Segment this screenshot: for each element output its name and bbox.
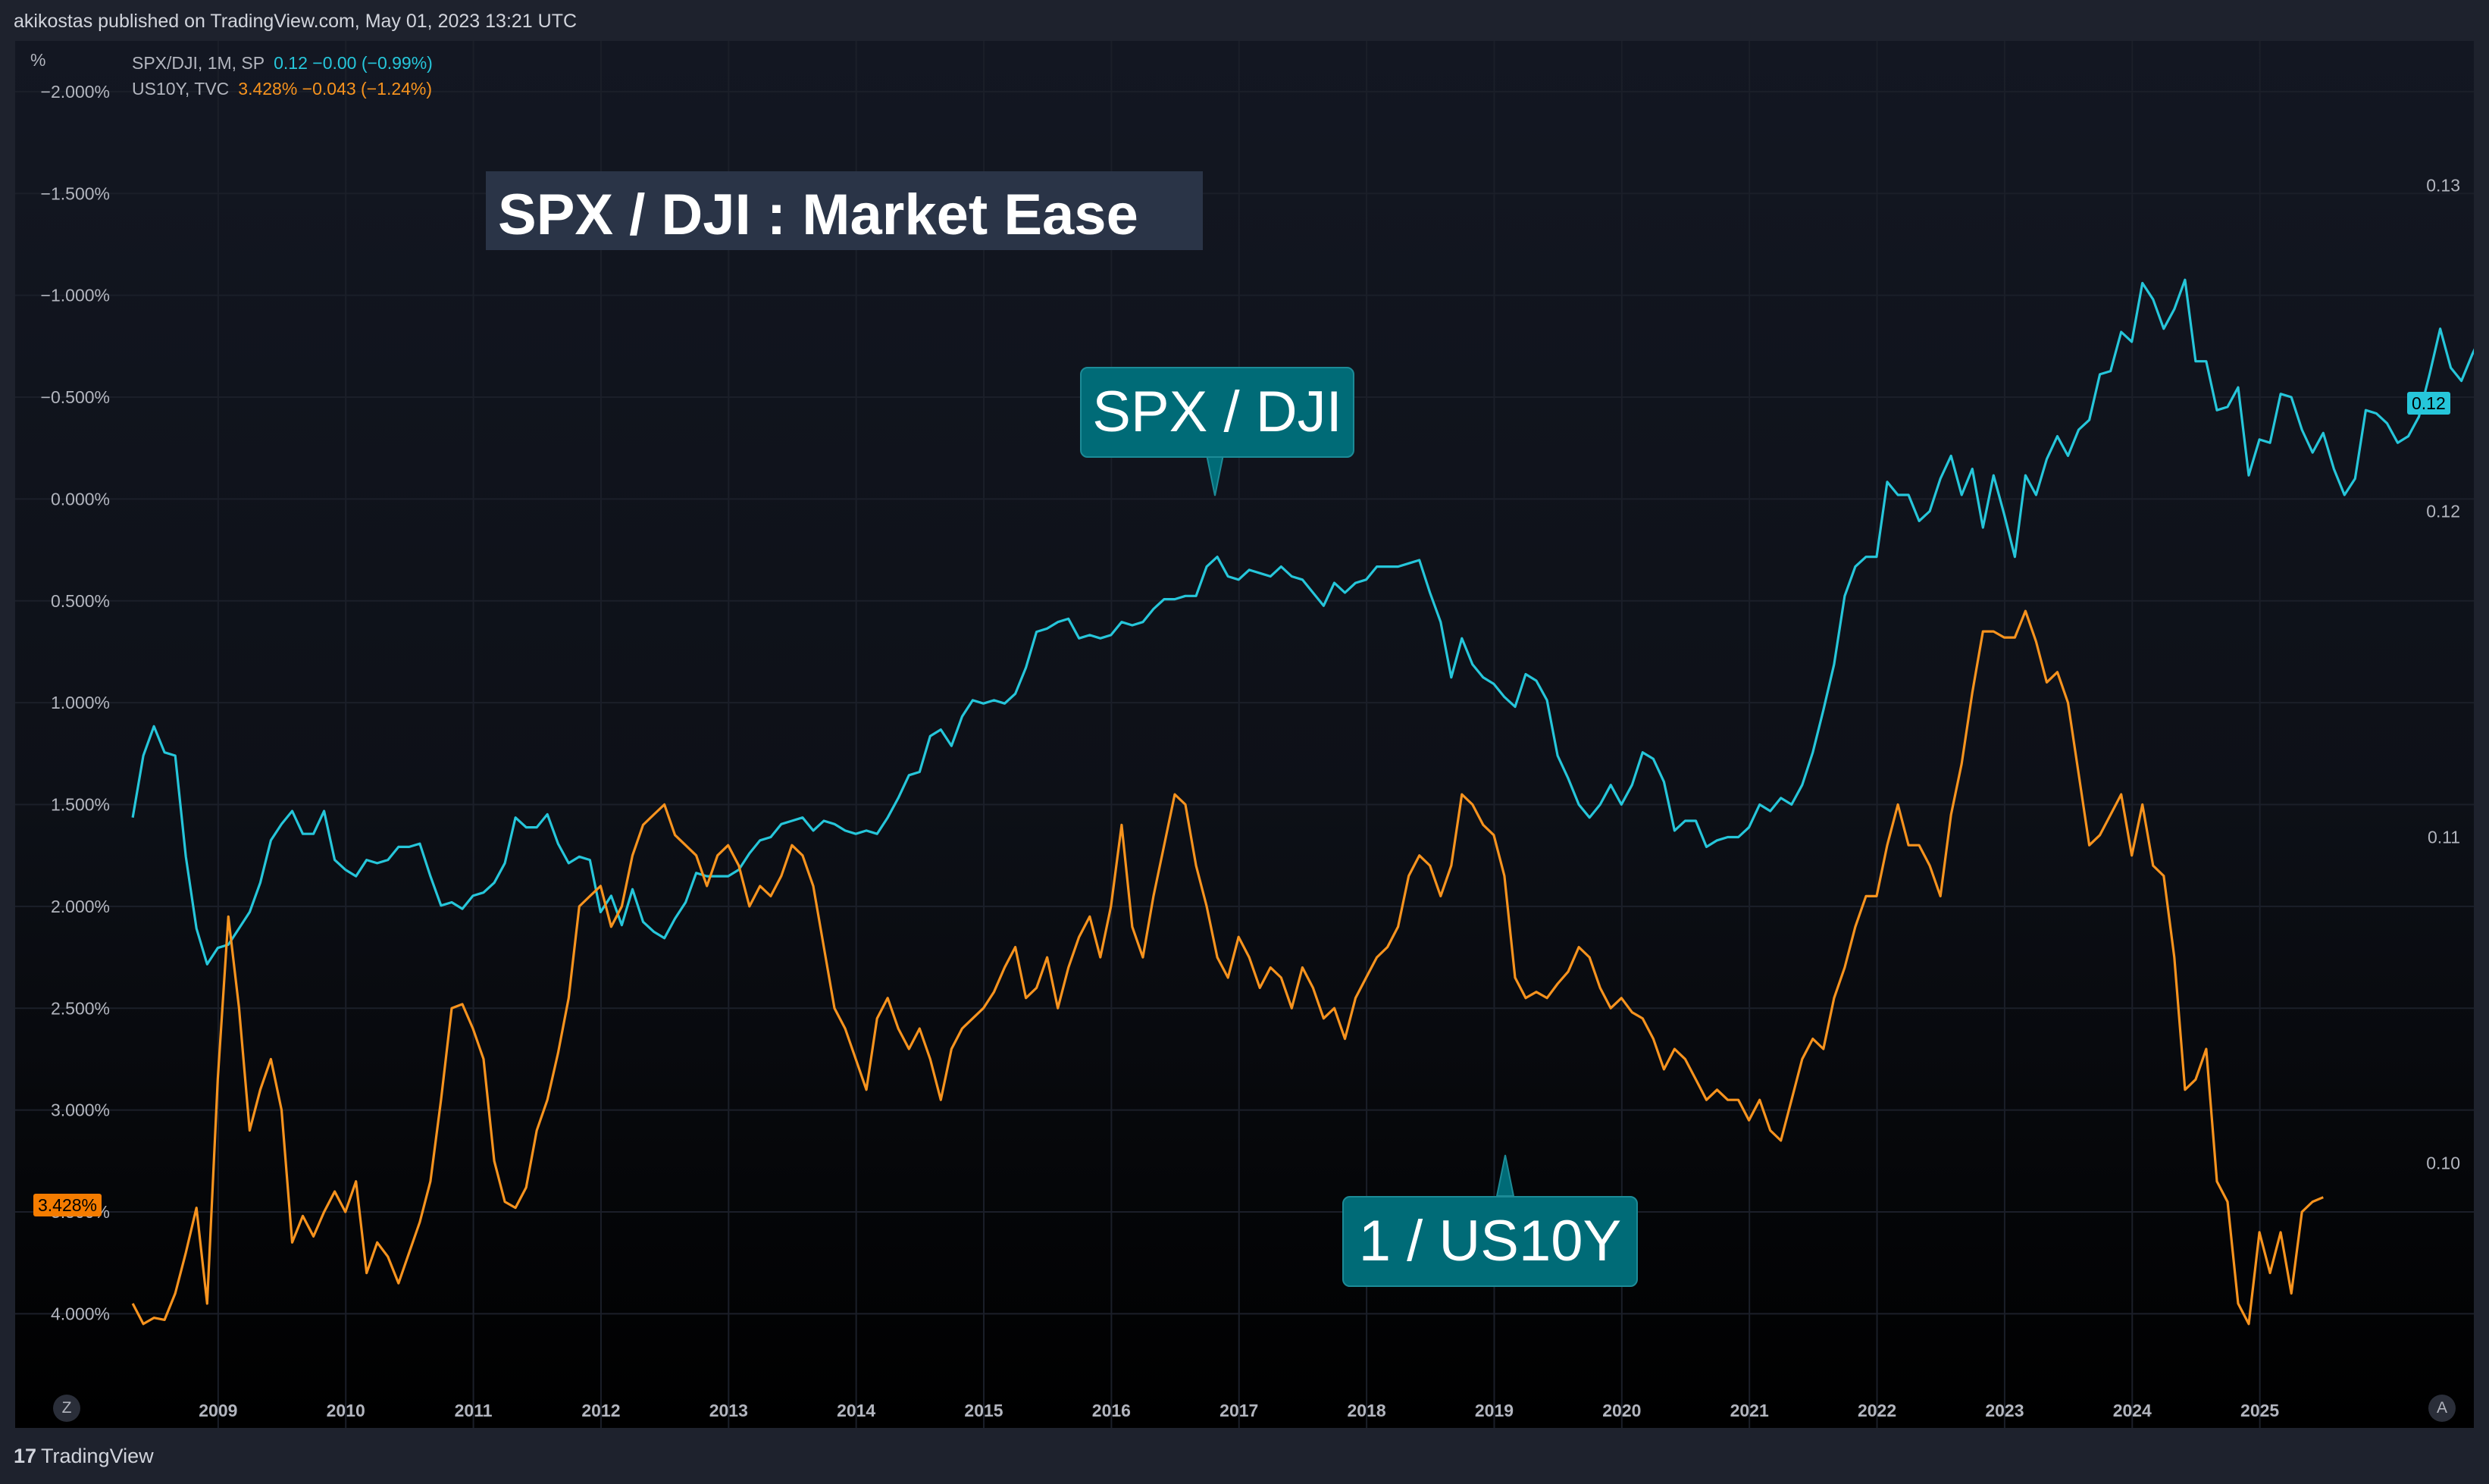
legend-spx-label: SPX/DJI, 1M, SP — [132, 53, 265, 73]
x-axis-tick-label: 2014 — [837, 1401, 875, 1420]
x-axis-tick-label: 2011 — [455, 1401, 493, 1420]
x-axis-tick-label: 2020 — [1602, 1401, 1641, 1420]
callout-spx-dji-text: SPX / DJI — [1092, 380, 1342, 444]
x-axis-tick-label: 2022 — [1858, 1401, 1896, 1420]
x-axis-tick-label: 2016 — [1092, 1401, 1131, 1420]
legend-spx[interactable]: SPX/DJI, 1M, SP 0.12 −0.00 (−0.99%) — [132, 53, 433, 74]
x-axis-tick-label: 2009 — [199, 1401, 237, 1420]
left-axis-tick-label: −0.500% — [41, 387, 110, 407]
x-axis-tick-label: 2021 — [1730, 1401, 1769, 1420]
right-axis-tick-label: 0.10 — [2426, 1154, 2460, 1173]
right-axis-tick-label: 0.11 — [2428, 828, 2460, 847]
right-axis-tick-label: 0.13 — [2426, 176, 2460, 196]
callout-spx-dji[interactable]: SPX / DJI — [1080, 367, 1354, 458]
left-axis-tick-label: 0.000% — [51, 489, 110, 509]
left-axis-tick-label: −1.000% — [41, 286, 110, 305]
brand-name: TradingView — [41, 1445, 154, 1467]
x-axis-tick-label: 2024 — [2113, 1401, 2152, 1420]
x-axis-tick-label: 2017 — [1219, 1401, 1258, 1420]
left-axis-tick-label: 2.000% — [51, 897, 110, 916]
price-tag-us10y: 3.428% — [33, 1194, 102, 1216]
left-axis-tick-label: −2.000% — [41, 82, 110, 102]
price-tag-spx: 0.12 — [2407, 392, 2450, 415]
tradingview-logo[interactable]: 17 TradingView — [14, 1445, 154, 1468]
unit-label: % — [30, 50, 46, 70]
x-axis-tick-label: 2010 — [327, 1401, 365, 1420]
callout-us10y[interactable]: 1 / US10Y — [1342, 1196, 1638, 1287]
x-axis-tick-label: 2025 — [2240, 1401, 2279, 1420]
footer: 17 TradingView — [0, 1428, 2489, 1484]
left-axis-tick-label: 3.000% — [51, 1100, 110, 1120]
left-axis-tick-label: 1.000% — [51, 693, 110, 712]
chart-title: SPX / DJI : Market Ease — [498, 183, 1138, 247]
left-axis-tick-label: 2.500% — [51, 998, 110, 1018]
x-axis-tick-label: 2023 — [1985, 1401, 2024, 1420]
callout-spx-pointer — [1205, 454, 1225, 496]
callout-us10y-pointer — [1495, 1154, 1515, 1197]
x-axis-tick-label: 2015 — [964, 1401, 1003, 1420]
right-axis-tick-label: 0.12 — [2426, 502, 2460, 521]
x-axis-tick-label: 2012 — [581, 1401, 620, 1420]
log-scale-toggle[interactable]: Z — [53, 1395, 80, 1422]
tv-logo-icon: 17 — [14, 1445, 37, 1467]
publisher-bar: akikostas published on TradingView.com, … — [0, 0, 2489, 41]
chart-canvas[interactable]: −2.000% −1.500% −1.000% −0.500% 0.000% 0.500%… — [15, 41, 2474, 1428]
left-axis-tick-label: −1.500% — [41, 183, 110, 203]
legend-us10y-label: US10Y, TVC — [132, 79, 230, 99]
x-axis-tick-label: 2013 — [709, 1401, 748, 1420]
left-axis-tick-label: 4.000% — [51, 1304, 110, 1323]
publisher-text: akikostas published on TradingView.com, … — [14, 11, 578, 32]
auto-scale-toggle[interactable]: A — [2428, 1395, 2456, 1422]
left-axis-tick-label: 1.500% — [51, 795, 110, 815]
x-axis-tick-label: 2018 — [1348, 1401, 1386, 1420]
series-line-us10y[interactable] — [131, 609, 2324, 1326]
x-axis-tick-label: 2019 — [1475, 1401, 1514, 1420]
chart-pane[interactable]: −2.000% −1.500% −1.000% −0.500% 0.000% 0.500%… — [15, 41, 2474, 1428]
left-axis-tick-label: 0.500% — [51, 591, 110, 611]
chart-title-box: SPX / DJI : Market Ease — [486, 171, 1203, 250]
series-line-spx-dji[interactable] — [131, 84, 2474, 966]
legend-spx-values: 0.12 −0.00 (−0.99%) — [274, 53, 433, 73]
legend-us10y[interactable]: US10Y, TVC 3.428% −0.043 (−1.24%) — [132, 79, 432, 99]
legend-us10y-values: 3.428% −0.043 (−1.24%) — [238, 79, 433, 99]
callout-us10y-text: 1 / US10Y — [1358, 1209, 1622, 1273]
